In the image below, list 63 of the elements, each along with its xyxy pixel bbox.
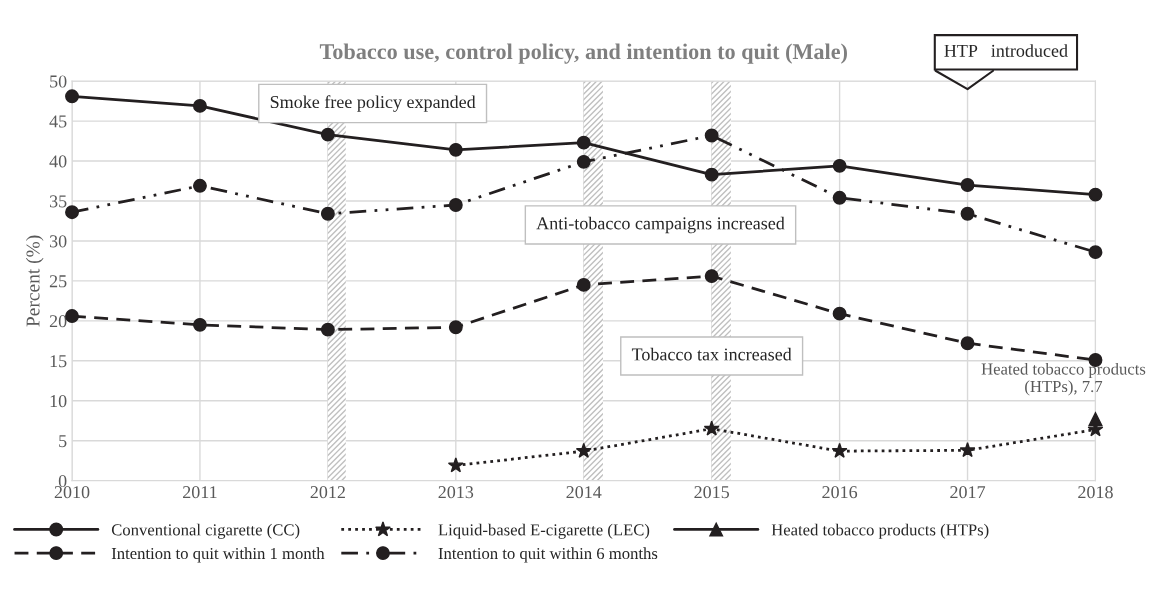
point (832, 306, 847, 321)
y-tick-label: 35 (49, 195, 67, 208)
x-tick-label: 2014 (566, 486, 602, 499)
x-tick-label: 2018 (1078, 486, 1113, 499)
x-tick-label: 2016 (822, 486, 858, 499)
y-tick-label: 40 (49, 155, 67, 168)
legend-label: Liquid-based E-cigarette (LEC) (438, 523, 650, 539)
point (576, 135, 591, 150)
annotation: Smoke free policy expanded (270, 95, 476, 112)
point (831, 442, 848, 458)
y-tick-label: 50 (50, 75, 67, 88)
legend-label: Intention to quit within 6 months (438, 547, 658, 563)
annotation: Tobacco tax increased (631, 347, 792, 361)
x-tick-label: 2013 (438, 486, 474, 499)
point (193, 317, 207, 332)
point (193, 98, 207, 113)
point (447, 457, 464, 473)
point (1088, 412, 1103, 427)
point (576, 154, 591, 169)
point (703, 420, 720, 436)
y-tick-label: 5 (59, 435, 67, 448)
point (576, 277, 591, 292)
point (960, 178, 975, 192)
legend-label: Conventional cigarette (CC) (111, 523, 300, 539)
point (320, 206, 335, 221)
chart-title: Tobacco use, control policy, and intention to quit (Male) (319, 43, 847, 64)
x-tick-label: 2017 (950, 486, 986, 499)
point (575, 442, 592, 458)
x-tick-label: 2011 (183, 486, 217, 499)
point (704, 167, 719, 182)
x-tick-label: 2015 (694, 486, 730, 499)
point (1088, 187, 1103, 202)
annotation: Anti-tobacco campaigns increased (536, 216, 785, 234)
y-tick-label: 45 (49, 115, 67, 128)
point (960, 336, 975, 351)
point (193, 178, 207, 193)
point (832, 158, 847, 173)
point (65, 89, 79, 104)
legend-label: Intention to quit within 1 month (111, 547, 325, 563)
point (448, 320, 463, 335)
y-tick-label: 25 (49, 275, 67, 288)
point (832, 190, 847, 205)
point (65, 309, 79, 324)
y-axis-title: Percent (%) (25, 235, 44, 327)
point (1088, 245, 1103, 260)
text: HTP introduced (944, 44, 1068, 57)
point (65, 205, 79, 220)
point (704, 269, 719, 284)
legend-label: Heated tobacco products (HTPs) (771, 523, 989, 539)
point (959, 441, 976, 458)
y-tick-label: 20 (49, 315, 67, 328)
point (704, 128, 719, 143)
point (448, 142, 463, 157)
x-tick-label: 2010 (54, 486, 90, 499)
point (960, 206, 975, 221)
point (320, 127, 335, 142)
annotation: Heated tobacco products (HTPs), 7.7 (981, 362, 1146, 396)
point (320, 322, 335, 337)
y-tick-label: 15 (50, 355, 67, 368)
point (448, 198, 463, 212)
x-tick-label: 2012 (310, 486, 345, 499)
y-tick-label: 30 (49, 235, 67, 248)
y-tick-label: 10 (50, 395, 67, 408)
